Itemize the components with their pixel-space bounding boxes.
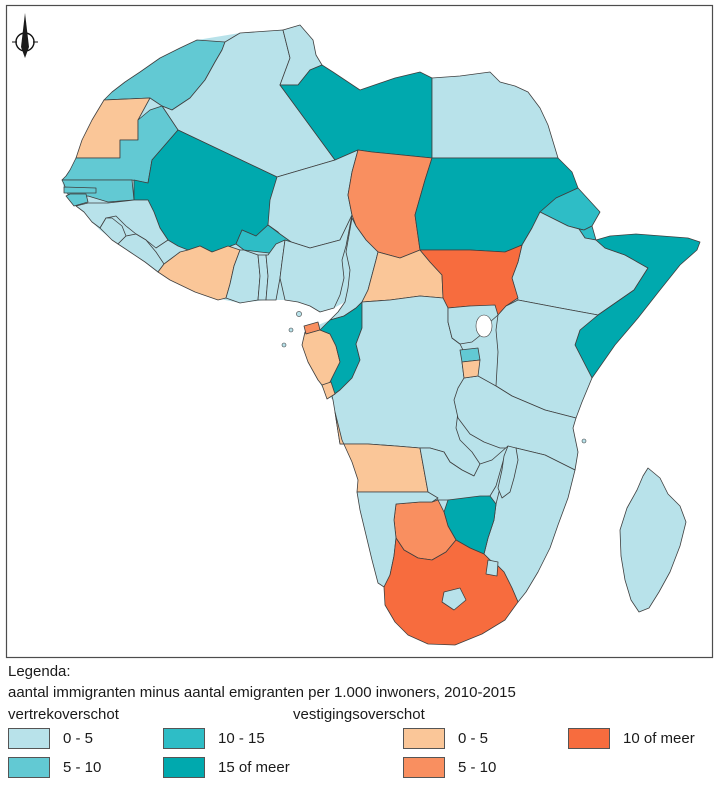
country-sierra-leone [99, 217, 127, 245]
country-guinea-bissau [65, 193, 89, 207]
country-egypt [431, 71, 559, 159]
legend-item-s0_5: 0 - 5 [403, 728, 488, 749]
legend-label-v5_10: 5 - 10 [63, 759, 102, 776]
country-malawi [497, 445, 519, 499]
country-ghana [225, 249, 261, 304]
lake-victoria [475, 314, 493, 338]
island-zanzibar [581, 438, 587, 444]
legend-swatch-v15plus [163, 757, 205, 778]
country-burundi [461, 359, 481, 379]
legend-group-vestigingsoverschot: vestigingsoverschot [293, 706, 425, 723]
legend-item-v5_10: 5 - 10 [8, 757, 101, 778]
legend-label-s5_10: 5 - 10 [458, 759, 497, 776]
country-guinea [75, 199, 169, 249]
legend-label-s10plus: 10 of meer [623, 730, 695, 747]
country-cabinda [321, 381, 336, 400]
legend-label-v15plus: 15 of meer [218, 759, 290, 776]
country-nigeria [279, 214, 353, 313]
country-gambia [63, 186, 97, 194]
legend-swatch-v5_10 [8, 757, 50, 778]
country-cote-divoire [157, 245, 241, 301]
country-somalia [574, 233, 701, 379]
legend-group-vertrekoverschot: vertrekoverschot [8, 706, 119, 723]
legend-title: Legenda: [8, 663, 71, 680]
country-swaziland [485, 559, 499, 577]
country-namibia [356, 491, 439, 588]
legend-swatch-s10plus [568, 728, 610, 749]
legend-label-v10_15: 10 - 15 [218, 730, 265, 747]
legend-swatch-v10_15 [163, 728, 205, 749]
africa-map [5, 4, 714, 659]
country-liberia [117, 233, 165, 273]
island-sao-tome [281, 342, 287, 348]
africa-map-canvas [5, 4, 714, 659]
legend-label-v0_5: 0 - 5 [63, 730, 94, 747]
country-benin [265, 239, 286, 301]
legend-item-v15plus: 15 of meer [163, 757, 290, 778]
legend-item-s5_10: 5 - 10 [403, 757, 496, 778]
legend-swatch-v0_5 [8, 728, 50, 749]
legend-swatch-s5_10 [403, 757, 445, 778]
map-frame [5, 4, 714, 659]
legend-item-v10_15: 10 - 15 [163, 728, 265, 749]
legend-subtitle: aantal immigranten minus aantal emigrant… [8, 684, 516, 701]
north-arrow-icon [12, 13, 38, 58]
legend-item-s10plus: 10 of meer [568, 728, 695, 749]
country-rwanda [459, 347, 481, 363]
country-lesotho [441, 587, 467, 611]
island-bioko [296, 311, 302, 317]
legend-item-v0_5: 0 - 5 [8, 728, 93, 749]
country-kenya [495, 299, 599, 419]
legend-swatch-s0_5 [403, 728, 445, 749]
island-principe [288, 327, 294, 333]
country-madagascar [619, 467, 687, 613]
legend-label-s0_5: 0 - 5 [458, 730, 489, 747]
